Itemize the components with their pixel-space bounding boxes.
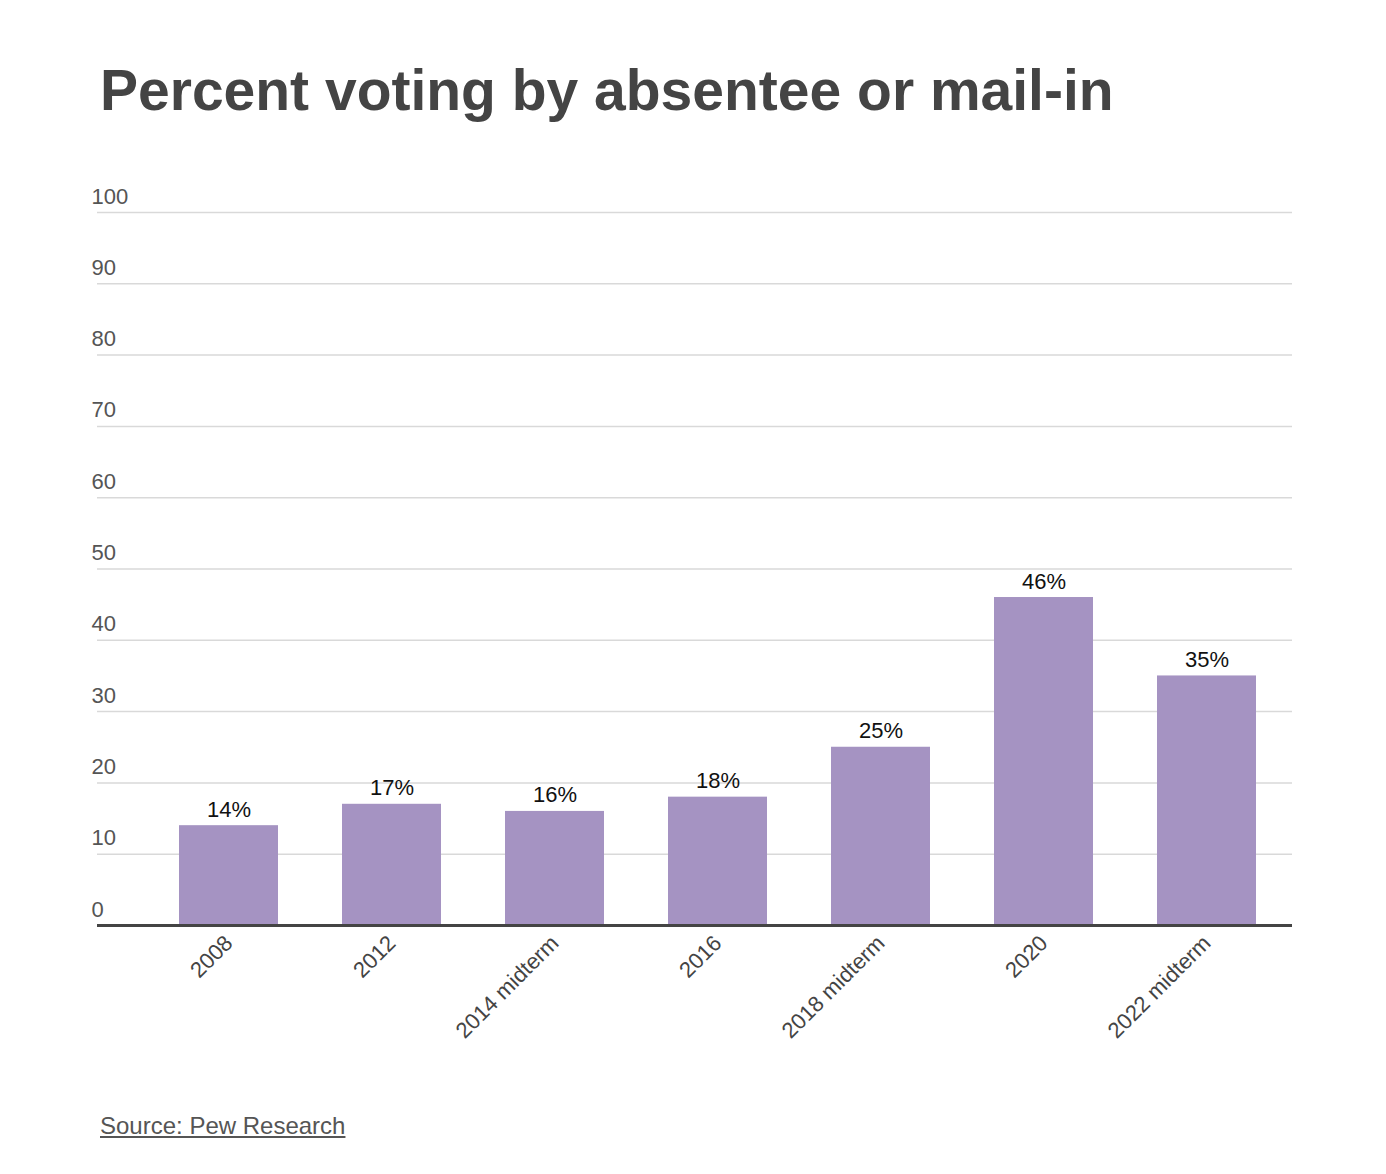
svg-text:2016: 2016 [674, 930, 726, 982]
html-text:Source: Pew Research: Source: Pew Research [100, 1112, 346, 1139]
svg-text:16%: 16% [533, 782, 577, 807]
svg-text:18%: 18% [696, 768, 740, 793]
svg-text:14%: 14% [207, 797, 251, 822]
svg-text:2020: 2020 [1000, 930, 1052, 982]
svg-text:30: 30 [92, 683, 116, 708]
svg-text:2008: 2008 [185, 930, 237, 982]
svg-text:2022 midterm: 2022 midterm [1103, 930, 1216, 1043]
svg-text:35%: 35% [1185, 647, 1229, 672]
svg-text:25%: 25% [859, 718, 903, 743]
svg-text:50: 50 [92, 540, 116, 565]
svg-text:40: 40 [92, 611, 116, 636]
svg-text:17%: 17% [370, 775, 414, 800]
svg-text:46%: 46% [1022, 569, 1066, 594]
svg-text:80: 80 [92, 326, 116, 351]
svg-text:90: 90 [92, 255, 116, 280]
svg-text:0: 0 [92, 897, 104, 922]
svg-text:2014 midterm: 2014 midterm [451, 930, 564, 1043]
svg-text:2018 midterm: 2018 midterm [777, 930, 890, 1043]
html-text:Percent voting by absentee or: Percent voting by absentee or mail-in [100, 58, 1114, 122]
svg-text:10: 10 [92, 825, 116, 850]
svg-text:60: 60 [92, 469, 116, 494]
svg-text:70: 70 [92, 397, 116, 422]
svg-text:100: 100 [92, 184, 129, 209]
svg-text:20: 20 [92, 754, 116, 779]
svg-text:2012: 2012 [348, 930, 400, 982]
